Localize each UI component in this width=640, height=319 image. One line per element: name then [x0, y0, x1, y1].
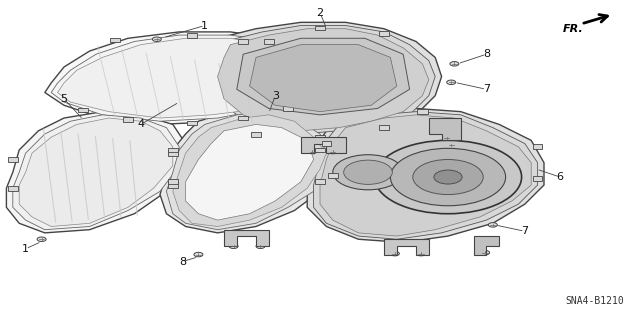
Bar [187, 33, 197, 38]
Circle shape [488, 223, 497, 227]
Circle shape [390, 251, 399, 256]
Circle shape [434, 170, 462, 184]
Text: 3: 3 [272, 91, 278, 101]
Circle shape [194, 252, 203, 257]
Circle shape [481, 250, 490, 255]
Circle shape [447, 80, 456, 85]
Polygon shape [237, 38, 410, 115]
Circle shape [229, 244, 238, 249]
Bar [168, 179, 178, 184]
Text: 7: 7 [483, 84, 490, 94]
Circle shape [333, 155, 403, 190]
Text: 7: 7 [521, 226, 529, 236]
Bar [315, 135, 325, 139]
Polygon shape [173, 115, 326, 226]
Circle shape [256, 244, 265, 249]
Text: 4: 4 [137, 119, 145, 130]
Circle shape [152, 37, 161, 41]
Bar [315, 26, 325, 30]
Bar [328, 173, 338, 178]
Bar [238, 39, 248, 44]
Text: 5: 5 [61, 94, 67, 104]
Polygon shape [301, 137, 346, 153]
Polygon shape [58, 38, 314, 118]
Bar [417, 109, 428, 114]
Bar [238, 116, 248, 120]
Polygon shape [160, 108, 339, 233]
Bar [532, 144, 543, 149]
Polygon shape [320, 115, 531, 236]
Text: 1: 1 [202, 20, 208, 31]
Circle shape [344, 160, 392, 184]
Bar [322, 141, 332, 146]
Bar [532, 176, 543, 181]
Bar [8, 186, 18, 191]
Bar [8, 157, 18, 162]
Bar [379, 125, 389, 130]
Polygon shape [6, 112, 186, 233]
Polygon shape [250, 45, 397, 112]
Circle shape [328, 149, 337, 154]
Circle shape [443, 136, 451, 140]
Polygon shape [51, 35, 320, 121]
Bar [283, 106, 293, 111]
Circle shape [37, 237, 46, 241]
Circle shape [413, 160, 483, 195]
Text: 8: 8 [179, 256, 186, 267]
Circle shape [450, 62, 459, 66]
Bar [168, 182, 178, 188]
Bar [187, 121, 197, 125]
Circle shape [374, 140, 522, 214]
Text: FR.: FR. [563, 24, 583, 34]
Polygon shape [429, 118, 461, 140]
Polygon shape [45, 32, 326, 124]
Bar [123, 117, 133, 122]
Bar [251, 132, 261, 137]
Bar [379, 31, 389, 36]
Polygon shape [205, 22, 442, 137]
Circle shape [417, 251, 426, 256]
Text: 2: 2 [316, 8, 324, 18]
Bar [168, 147, 178, 152]
Polygon shape [224, 230, 269, 246]
Text: 8: 8 [483, 49, 490, 59]
Polygon shape [19, 118, 173, 226]
Polygon shape [307, 108, 544, 242]
Text: 6: 6 [557, 172, 563, 182]
Polygon shape [186, 124, 314, 220]
Bar [264, 39, 274, 44]
Circle shape [390, 148, 506, 206]
Polygon shape [474, 236, 499, 255]
Polygon shape [211, 26, 435, 134]
Text: 1: 1 [22, 244, 29, 254]
Bar [110, 38, 120, 42]
Circle shape [447, 143, 455, 147]
Bar [315, 179, 324, 184]
Polygon shape [13, 115, 179, 230]
Circle shape [308, 149, 317, 154]
Text: SNA4-B1210: SNA4-B1210 [565, 296, 624, 307]
Polygon shape [314, 112, 538, 239]
Polygon shape [218, 29, 429, 131]
Bar [78, 108, 88, 112]
Bar [315, 147, 324, 152]
Polygon shape [384, 239, 429, 255]
Polygon shape [166, 112, 333, 230]
Bar [168, 151, 178, 156]
